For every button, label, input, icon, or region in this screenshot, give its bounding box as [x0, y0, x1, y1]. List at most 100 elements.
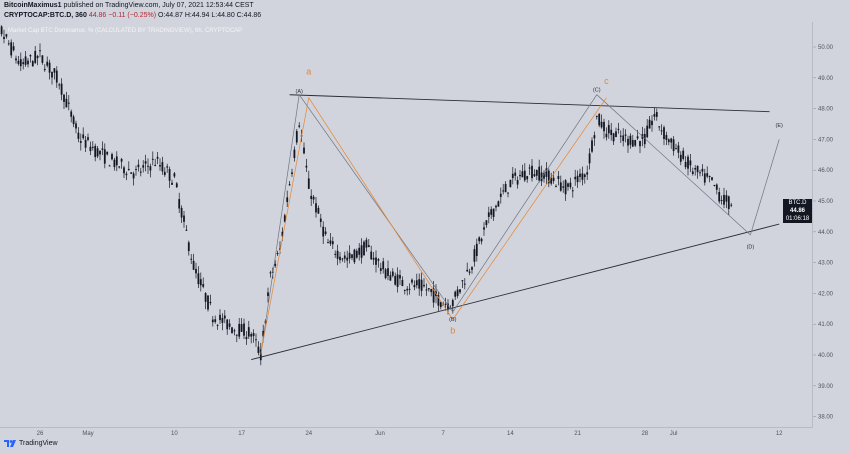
- candle: [91, 141, 94, 151]
- candle: [250, 332, 253, 344]
- tradingview-logo[interactable]: TradingView: [4, 440, 58, 447]
- candle: [663, 125, 665, 146]
- candle: [305, 158, 308, 172]
- candle: [375, 250, 377, 273]
- upper-trendline[interactable]: [289, 94, 770, 113]
- candle: [629, 133, 632, 149]
- candle: [211, 315, 214, 327]
- candle: [238, 317, 241, 340]
- candle: [151, 151, 154, 166]
- candle: [475, 238, 478, 262]
- candle: [415, 273, 418, 289]
- candle: [19, 52, 22, 72]
- candle: [34, 46, 37, 64]
- candle: [382, 257, 385, 274]
- candle: [29, 54, 32, 63]
- candle: [564, 179, 567, 201]
- candle: [70, 109, 73, 123]
- candle: [401, 276, 404, 287]
- candle: [24, 50, 27, 67]
- candle: [43, 64, 46, 72]
- candle: [639, 140, 641, 154]
- candle: [473, 245, 476, 267]
- price-tick-label: 47.00: [818, 137, 834, 143]
- candle: [372, 251, 375, 265]
- candle: [610, 122, 613, 141]
- candle: [423, 278, 425, 288]
- candle: [367, 239, 370, 248]
- candle: [48, 59, 51, 80]
- symbol-name[interactable]: CRYPTOCAP:BTC.D, 360: [4, 12, 87, 19]
- wave-label: (D): [747, 245, 755, 251]
- gray-wave-path[interactable]: [260, 93, 780, 356]
- candle: [595, 115, 598, 120]
- candle: [384, 268, 387, 280]
- candle: [147, 158, 149, 175]
- candle: [418, 273, 421, 296]
- candle: [315, 197, 317, 218]
- candle: [77, 127, 80, 143]
- candle: [228, 319, 231, 330]
- candle: [468, 268, 471, 276]
- wave-label: (A): [296, 89, 304, 95]
- candle: [363, 240, 365, 256]
- candle: [180, 205, 183, 224]
- candle: [187, 240, 190, 256]
- candle: [394, 272, 397, 286]
- candle: [303, 142, 305, 155]
- time-tick-label: 12: [776, 431, 783, 437]
- candle: [562, 180, 565, 193]
- author-name[interactable]: BitcoinMaximus1: [4, 2, 62, 9]
- ohlc-open: O:44.87: [158, 12, 183, 19]
- candle: [274, 260, 277, 268]
- candle: [466, 262, 469, 272]
- candle: [612, 132, 615, 145]
- candle: [39, 43, 41, 58]
- candle: [219, 309, 221, 325]
- wave-label: c: [604, 76, 609, 86]
- candle: [396, 267, 399, 293]
- candle: [646, 119, 649, 139]
- candle: [226, 319, 229, 335]
- candle: [123, 165, 125, 178]
- candle: [231, 326, 233, 334]
- price-chart[interactable]: (A) (B) (C) (D) (E) a b c: [0, 22, 812, 427]
- candle: [243, 318, 245, 339]
- candle: [579, 168, 581, 183]
- candle: [427, 288, 430, 292]
- publish-info: published on TradingView.com, July 07, 2…: [63, 2, 254, 9]
- candle: [149, 163, 152, 178]
- orange-wave-path[interactable]: [260, 96, 607, 354]
- candle: [84, 136, 87, 153]
- price-axis[interactable]: 38.00 39.00 40.00 41.00 42.00 43.00 44.00 45.00…: [813, 22, 850, 427]
- price-tick-label: 50.00: [818, 45, 834, 51]
- candle: [706, 166, 709, 179]
- price-tick-label: 46.00: [818, 168, 834, 174]
- candle: [516, 176, 519, 189]
- price-tag-value: 44.86: [789, 208, 805, 214]
- candle: [10, 39, 13, 59]
- candle: [528, 164, 531, 175]
- candle: [703, 168, 706, 186]
- candle: [547, 168, 550, 188]
- candle: [684, 156, 687, 170]
- candle: [715, 183, 718, 195]
- candle: [329, 232, 332, 247]
- candle: [456, 286, 459, 299]
- time-axis[interactable]: 26May101724Jun7142128Jul1219: [0, 428, 812, 437]
- candle: [586, 165, 589, 180]
- candle: [425, 283, 428, 296]
- candle: [713, 184, 716, 187]
- candle: [139, 167, 142, 177]
- candle: [591, 137, 593, 154]
- candle: [156, 151, 159, 165]
- price-change: −0.11 (−0.25%): [108, 12, 157, 19]
- candle: [127, 161, 130, 171]
- candle: [495, 204, 497, 212]
- price-tick-label: 43.00: [818, 261, 834, 267]
- lower-trendline[interactable]: [251, 223, 780, 361]
- candle: [142, 160, 145, 173]
- candle: [22, 58, 25, 70]
- candle: [355, 248, 358, 259]
- candle: [593, 131, 596, 146]
